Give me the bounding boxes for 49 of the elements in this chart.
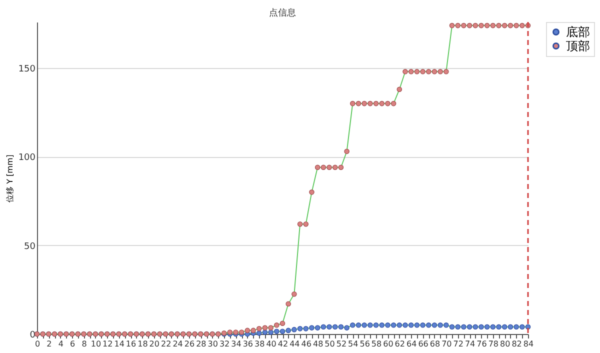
- x-tick-label: 10: [90, 340, 102, 348]
- x-tick-label: 64: [406, 340, 417, 348]
- x-tick-label: 36: [242, 340, 254, 348]
- x-tick-label: 14: [114, 340, 124, 348]
- x-tick-label: 82: [512, 340, 522, 348]
- x-tick-label: 34: [231, 340, 242, 348]
- x-tick-label: 68: [430, 340, 440, 348]
- x-tick-label: 74: [464, 340, 476, 348]
- x-tick-label: 52: [336, 340, 347, 348]
- x-tick-label: 20: [149, 340, 160, 348]
- x-tick-label: 84: [523, 340, 534, 348]
- x-tick-label: 50: [324, 340, 335, 348]
- x-tick-label: 54: [348, 340, 358, 348]
- x-tick-label: 38: [254, 340, 265, 348]
- x-tick-label: 46: [301, 340, 312, 348]
- x-tick-label: 2: [46, 340, 52, 348]
- x-tick-label: 16: [126, 340, 136, 348]
- x-tick-label: 80: [500, 340, 510, 348]
- x-tick-label: 32: [219, 340, 230, 348]
- chart-title: 点信息: [269, 7, 296, 18]
- y-tick-label: 100: [18, 153, 36, 164]
- x-tick-label: 72: [453, 340, 464, 348]
- x-tick-label: 26: [184, 340, 195, 348]
- x-tick-label: 48: [312, 340, 324, 348]
- x-tick-label: 6: [70, 340, 76, 348]
- x-tick-label: 22: [161, 340, 172, 348]
- x-tick-label: 78: [488, 340, 499, 348]
- x-tick-label: 40: [266, 340, 276, 348]
- x-tick-label: 66: [418, 340, 428, 348]
- legend-label: 底部: [566, 25, 590, 39]
- legend-label: 顶部: [566, 39, 590, 53]
- x-tick-label: 70: [442, 340, 452, 348]
- x-tick-label: 18: [138, 340, 148, 348]
- x-tick-label: 76: [476, 340, 487, 348]
- y-tick-label: 50: [24, 242, 36, 252]
- y-tick-label: 150: [18, 64, 36, 75]
- x-tick-label: 4: [58, 340, 64, 348]
- x-tick-label: 28: [196, 340, 206, 348]
- x-tick-label: 8: [82, 340, 87, 348]
- x-tick-label: 62: [394, 340, 405, 348]
- x-tick-label: 60: [383, 340, 394, 348]
- x-tick-label: 12: [102, 340, 113, 348]
- x-tick-label: 56: [360, 340, 370, 348]
- x-tick-label: 30: [208, 340, 218, 348]
- x-tick-label: 24: [172, 340, 183, 348]
- y-axis-title: 位移 Y [mm]: [5, 154, 14, 202]
- x-tick-label: 58: [371, 340, 382, 348]
- x-tick-label: 42: [278, 340, 288, 348]
- x-tick-label: 44: [290, 340, 300, 348]
